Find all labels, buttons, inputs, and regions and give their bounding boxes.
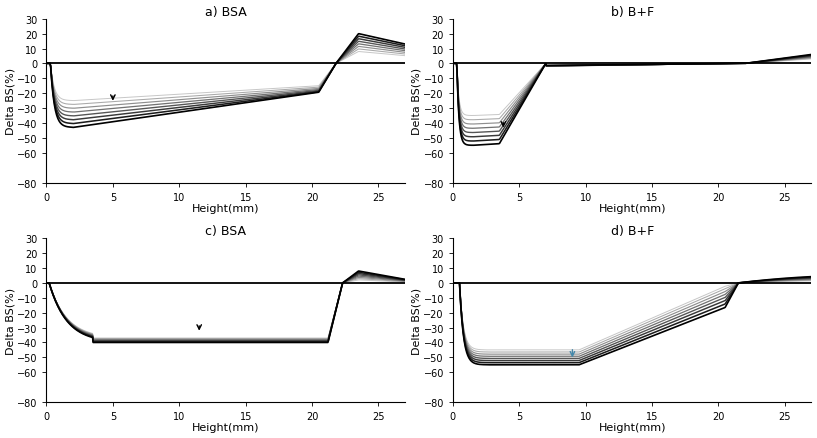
Y-axis label: Delta BS(%): Delta BS(%) xyxy=(6,287,16,354)
Title: a) BSA: a) BSA xyxy=(205,6,247,18)
X-axis label: Height(mm): Height(mm) xyxy=(598,204,666,213)
Y-axis label: Delta BS(%): Delta BS(%) xyxy=(412,68,422,135)
Title: b) B+F: b) B+F xyxy=(610,6,654,18)
X-axis label: Height(mm): Height(mm) xyxy=(598,423,666,432)
X-axis label: Height(mm): Height(mm) xyxy=(192,204,260,213)
Y-axis label: Delta BS(%): Delta BS(%) xyxy=(6,68,16,135)
Title: c) BSA: c) BSA xyxy=(205,225,246,237)
X-axis label: Height(mm): Height(mm) xyxy=(192,423,260,432)
Y-axis label: Delta BS(%): Delta BS(%) xyxy=(412,287,422,354)
Title: d) B+F: d) B+F xyxy=(610,225,654,237)
